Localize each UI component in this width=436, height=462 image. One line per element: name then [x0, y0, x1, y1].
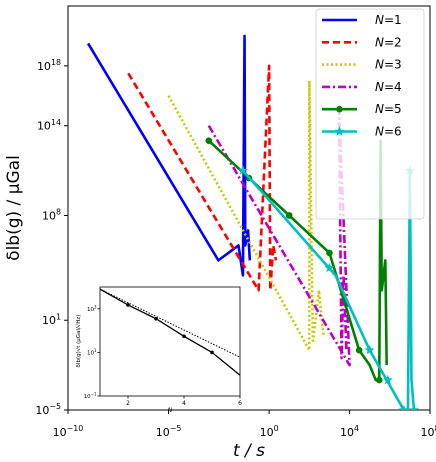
main-x-tick-label-4: 108	[420, 424, 436, 439]
series-marker-n-6-6	[408, 404, 420, 410]
main-y-axis-label: δlb(g) / μGal	[4, 155, 24, 261]
legend-entries: N=1 N=2 N=3 N=4 N=5 N=6	[322, 13, 402, 139]
series-marker-n-6-1	[324, 262, 335, 273]
legend-label-n-2: N=2	[375, 35, 402, 49]
main-x-axis-label: t / s	[233, 441, 265, 461]
inset-chart: 2 4 6 10−1 101 103 N δlb(g)√t (μGal/√Hz)	[73, 285, 243, 414]
series-line-n-2	[127, 64, 278, 292]
main-x-tick-label-2: 100	[260, 424, 279, 439]
inset-marker-data-3	[210, 350, 214, 355]
main-x-axis-ticks: 10−10 10−5 100 104 108	[53, 410, 436, 439]
legend-label-n-1: N=1	[375, 13, 402, 27]
legend-marker-n-5	[336, 105, 343, 113]
main-y-tick-label-2: 108	[42, 208, 61, 223]
series-marker-n-5-0	[205, 137, 213, 144]
series-marker-n-6-4	[398, 404, 409, 410]
series-line-n-3	[167, 79, 325, 352]
legend-label-n-6: N=6	[375, 125, 402, 139]
main-y-tick-label-3: 1014	[37, 118, 61, 133]
main-y-tick-label-1: 101	[42, 312, 61, 327]
series-marker-n-5-5	[375, 376, 383, 384]
series-marker-n-5-4	[355, 346, 363, 354]
main-x-tick-label-1: 10−5	[156, 424, 182, 439]
main-y-tick-label-0: 10−5	[35, 402, 61, 417]
inset-y-tick-label-1: 101	[87, 348, 97, 356]
inset-x-tick-label-0: 2	[126, 400, 130, 407]
series-marker-n-6-3	[382, 374, 393, 385]
inset-series-clip	[100, 288, 240, 376]
inset-marker-data-0	[126, 303, 130, 307]
legend-marker-n-6	[334, 126, 345, 136]
main-series-group	[86, 34, 420, 410]
legend: N=1 N=2 N=3 N=4 N=5 N=6	[315, 8, 425, 220]
main-y-axis-ticks: 10−5 101 108 1014 1018	[35, 58, 68, 417]
inset-y-tick-label-2: 103	[87, 304, 97, 312]
inset-x-tick-label-1: 4	[182, 400, 186, 407]
series-line-n-6	[241, 169, 416, 410]
legend-label-n-5: N=5	[375, 102, 402, 116]
inset-y-axis-ticks: 10−1 101 103	[84, 304, 100, 400]
inset-line-data	[100, 288, 240, 376]
main-y-tick-label-4: 1018	[37, 58, 61, 73]
main-x-tick-label-0: 10−10	[53, 424, 84, 439]
inset-marker-data-2	[182, 334, 186, 339]
series-marker-n-6-0	[237, 165, 248, 175]
main-plot-frame	[67, 5, 431, 411]
series-marker-n-5-3	[326, 249, 333, 257]
series-line-n-1	[86, 34, 252, 277]
inset-y-tick-label-0: 10−1	[84, 392, 97, 400]
legend-label-n-3: N=3	[375, 58, 402, 72]
inset-y-axis-label: δlb(g)√t (μGal/√Hz)	[75, 315, 82, 368]
series-line-n-4	[207, 109, 351, 367]
legend-label-n-4: N=4	[375, 80, 402, 94]
main-x-tick-label-3: 104	[340, 424, 359, 439]
series-line-n-5	[207, 139, 388, 382]
inset-x-axis-ticks: 2 4 6	[126, 396, 242, 407]
inset-series-group	[100, 288, 240, 376]
inset-x-tick-label-2: 6	[238, 400, 242, 407]
series-marker-n-6-2	[364, 344, 375, 355]
series-marker-n-5-2	[285, 212, 293, 219]
inset-plot-frame	[99, 286, 241, 397]
inset-line-fit	[100, 288, 240, 358]
main-series-clip	[86, 34, 420, 410]
legend-box	[315, 8, 425, 220]
inset-marker-data-1	[154, 316, 158, 321]
inset-background	[73, 285, 243, 396]
inset-x-axis-label: N	[168, 407, 173, 414]
